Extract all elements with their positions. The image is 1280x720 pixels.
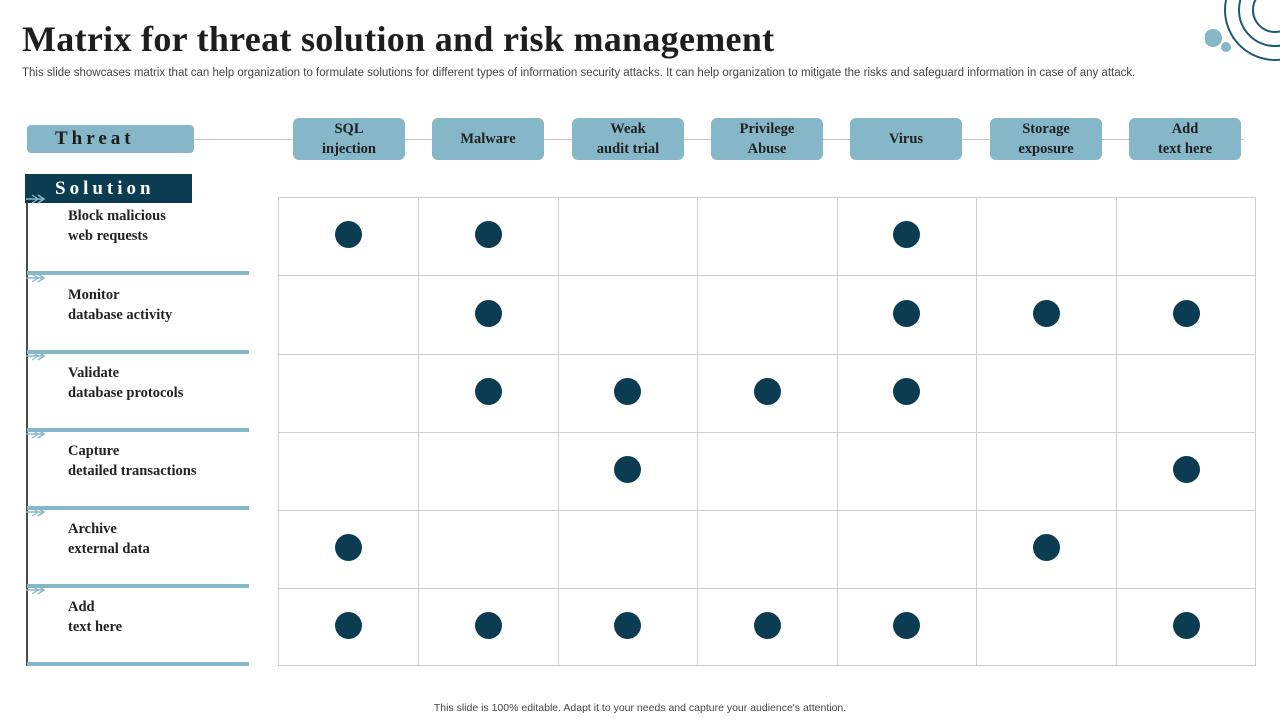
matrix-dot-r2-c4	[893, 378, 920, 405]
matrix-dot-r2-c2	[614, 378, 641, 405]
threat-label: Threat	[27, 125, 194, 153]
matrix-dot-r2-c3	[753, 378, 781, 405]
solution-label: Solution	[25, 174, 192, 203]
grid-column-line	[976, 198, 977, 665]
solution-label-0: Block malicious web requests	[68, 208, 166, 244]
matrix-dot-r5-c6	[1172, 612, 1200, 639]
matrix-dot-r5-c1	[474, 612, 502, 639]
arrow-right-icon	[26, 507, 46, 517]
solution-separator	[27, 350, 249, 354]
threat-header-3: Privilege Abuse	[711, 118, 823, 160]
grid-column-line	[697, 198, 698, 665]
solution-separator	[27, 428, 249, 432]
threat-header-6: Add text here	[1129, 118, 1241, 160]
threat-header-4: Virus	[850, 118, 962, 160]
solution-label-5: Add text here	[68, 599, 123, 635]
grid-column-line	[558, 198, 559, 665]
arrow-right-icon	[26, 194, 46, 204]
grid-column-line	[1116, 198, 1117, 665]
solution-label-2: Validate database protocols	[68, 365, 184, 401]
matrix-dot-r0-c4	[893, 221, 920, 248]
matrix-dot-r1-c6	[1172, 299, 1200, 327]
grid-row-line	[279, 275, 1255, 276]
solution-separator	[27, 506, 249, 510]
matrix-dot-r5-c3	[753, 612, 781, 639]
decorative-circles-icon	[1205, 0, 1280, 61]
solution-separator	[27, 662, 249, 666]
grid-column-line	[837, 198, 838, 665]
arrow-right-icon	[26, 272, 46, 283]
solution-label-4: Archive external data	[68, 521, 150, 557]
matrix-dot-r1-c4	[893, 299, 920, 327]
matrix-dot-r0-c1	[474, 221, 502, 248]
solution-separator	[27, 584, 249, 588]
threat-header-0: SQL injection	[293, 118, 405, 160]
matrix-dot-r0-c0	[334, 221, 362, 248]
solution-label-3: Capture detailed transactions	[68, 443, 197, 479]
page-title: Matrix for threat solution and risk mana…	[22, 19, 775, 59]
threat-solution-matrix	[278, 197, 1256, 666]
matrix-dot-r3-c2	[614, 456, 641, 483]
grid-row-line	[279, 354, 1255, 355]
footer-note: This slide is 100% editable. Adapt it to…	[433, 702, 847, 714]
threat-header-1: Malware	[432, 118, 544, 160]
grid-row-line	[279, 510, 1255, 511]
arrow-right-icon	[26, 351, 46, 361]
matrix-dot-r4-c0	[334, 534, 362, 561]
page-subtitle: This slide showcases matrix that can hel…	[22, 67, 1136, 79]
matrix-dot-r5-c0	[334, 612, 362, 639]
matrix-dot-r1-c5	[1032, 299, 1060, 327]
matrix-dot-r1-c1	[474, 299, 502, 327]
solution-separator	[27, 271, 249, 275]
threat-header-2: Weak audit trial	[572, 118, 684, 160]
grid-row-line	[279, 588, 1255, 589]
grid-column-line	[418, 198, 419, 665]
matrix-dot-r3-c6	[1172, 456, 1200, 483]
grid-row-line	[279, 432, 1255, 433]
threat-header-5: Storage exposure	[990, 118, 1102, 160]
matrix-dot-r2-c1	[474, 378, 502, 405]
matrix-dot-r4-c5	[1032, 534, 1060, 561]
arrow-right-icon	[26, 585, 46, 595]
matrix-dot-r5-c2	[614, 612, 641, 639]
arrow-right-icon	[26, 429, 46, 439]
matrix-dot-r5-c4	[893, 612, 920, 639]
solution-label-1: Monitor database activity	[68, 286, 173, 323]
